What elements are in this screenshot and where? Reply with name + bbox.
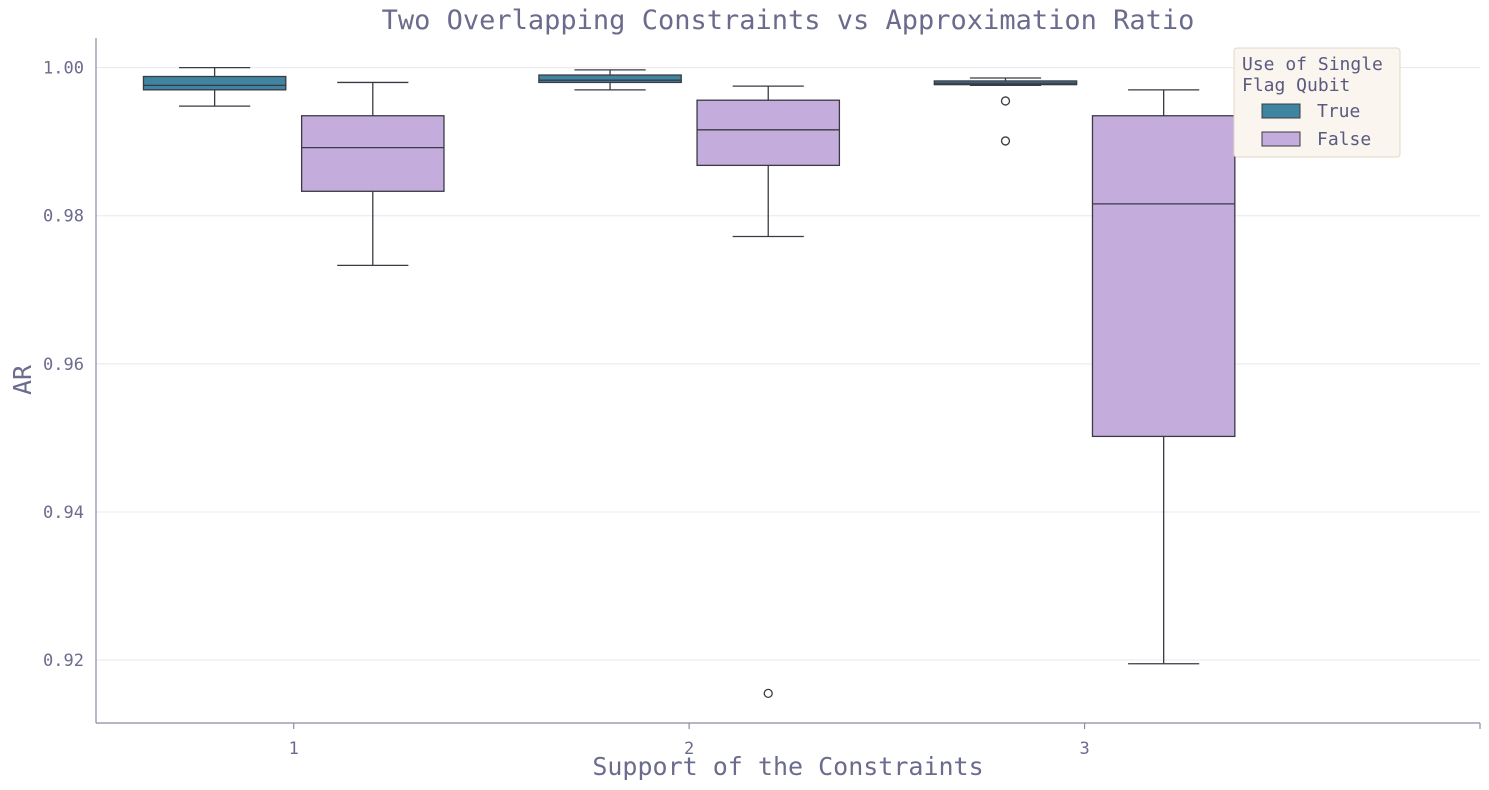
box-true-1 [142, 66, 287, 107]
iqr-box [696, 99, 841, 167]
x-tick-label: 3 [1079, 739, 1089, 759]
iqr-box [300, 115, 445, 192]
box-false-2 [696, 85, 841, 699]
legend-swatch-false [1261, 131, 1301, 147]
legend-title-line-2: Flag Qubit [1242, 75, 1350, 96]
x-tick-label: 2 [684, 739, 694, 759]
chart-title: Two Overlapping Constraints vs Approxima… [382, 5, 1195, 36]
outlier-point [1000, 136, 1011, 146]
legend-title-line-1: Use of Single [1242, 54, 1383, 75]
box-plot-series [142, 66, 1236, 699]
iqr-box [538, 74, 682, 84]
y-tick-label: 1.00 [43, 59, 84, 79]
y-tick-label: 0.92 [43, 651, 84, 671]
legend-label-false: False [1317, 129, 1371, 150]
y-tick-label: 0.96 [43, 355, 84, 375]
outlier-point [1000, 96, 1011, 106]
gridlines [96, 67, 1480, 661]
legend: Use of Single Flag Qubit True False [1233, 47, 1401, 158]
box-false-1 [300, 81, 445, 266]
x-tick-label: 1 [289, 739, 299, 759]
box-true-3 [933, 77, 1078, 146]
x-axis-label: Support of the Constraints [592, 752, 983, 781]
box-true-2 [538, 69, 682, 91]
y-axis-label: AR [8, 364, 37, 395]
iqr-box [1091, 115, 1236, 438]
y-ticks: 0.92 0.94 0.96 0.98 1.00 [43, 59, 84, 671]
iqr-box [142, 75, 287, 91]
axes [95, 38, 1481, 729]
y-tick-label: 0.94 [43, 503, 84, 523]
y-tick-label: 0.98 [43, 207, 84, 227]
legend-frame [1233, 47, 1401, 158]
legend-label-true: True [1317, 101, 1360, 122]
box-false-3 [1091, 89, 1236, 665]
outlier-point [763, 688, 773, 699]
legend-swatch-true [1261, 103, 1301, 119]
x-ticks: 1 2 3 [289, 723, 1090, 759]
